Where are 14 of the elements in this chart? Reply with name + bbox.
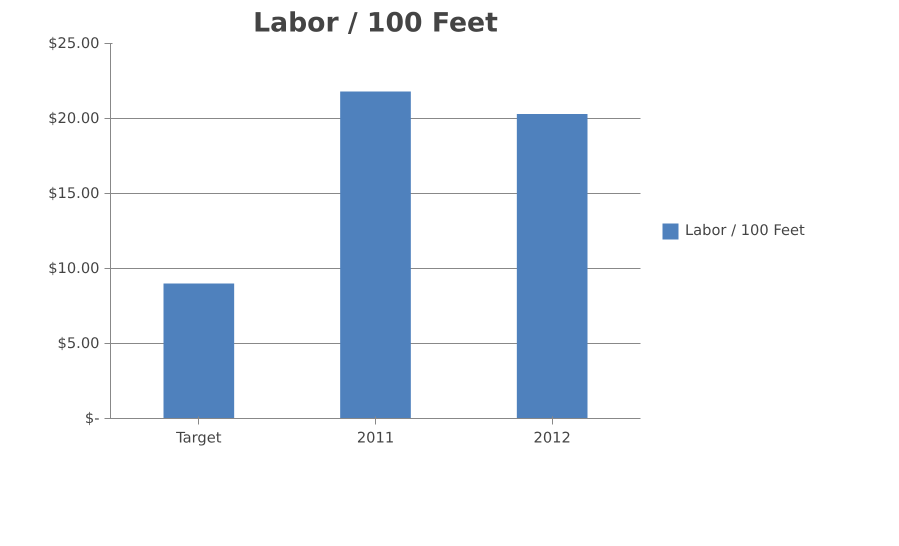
y-tick-label: $15.00: [48, 185, 100, 202]
bar: [516, 114, 588, 418]
chart-title: Labor / 100 Feet: [253, 8, 498, 38]
x-tick-label: 2012: [534, 430, 571, 446]
y-tick-label: $20.00: [48, 110, 100, 127]
y-tick-label: $5.00: [58, 335, 100, 352]
x-tick-label: Target: [175, 430, 222, 446]
bar: [164, 284, 234, 418]
legend-label: Labor / 100 Feet: [685, 222, 805, 239]
y-tick-label: $-: [84, 410, 100, 427]
y-tick-label: $10.00: [48, 260, 100, 277]
y-tick-label: $25.00: [48, 35, 100, 52]
bar: [340, 92, 411, 418]
x-tick-label: 2011: [356, 430, 394, 446]
